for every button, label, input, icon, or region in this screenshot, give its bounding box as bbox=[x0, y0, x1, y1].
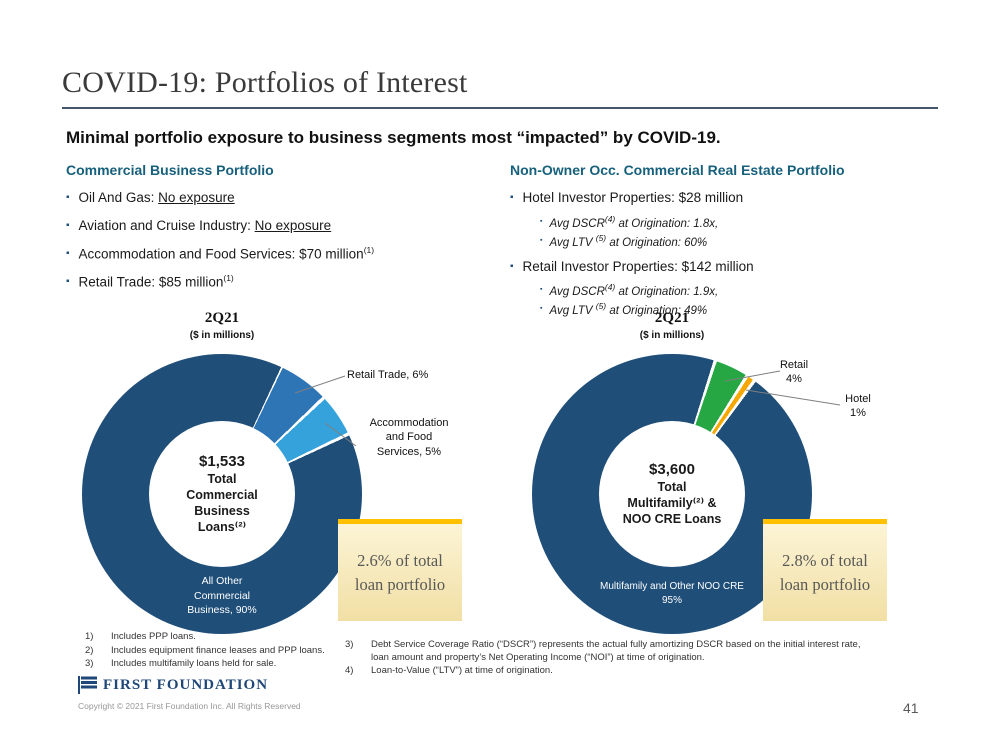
slice-label-accommodation: Accommodation and Food Services, 5% bbox=[369, 417, 449, 458]
bullet-icon: ▪ bbox=[510, 192, 514, 203]
page-number: 41 bbox=[903, 700, 919, 716]
sub-list-item-text: Avg DSCR(4) at Origination: 1.9x, bbox=[549, 282, 719, 299]
list-item-text: Accommodation and Food Services: $70 mil… bbox=[78, 244, 375, 262]
sub-list-item-text: Avg LTV (5) at Origination: 60% bbox=[549, 232, 708, 249]
sub-bullet-list: ▪ Avg DSCR(4) at Origination: 1.9x, ▪ Av… bbox=[540, 283, 970, 317]
list-item: ▪ Retail Trade: $85 million(1) bbox=[66, 274, 506, 291]
bullet-icon: ▪ bbox=[540, 217, 543, 225]
chart-subtitle: ($ in millions) bbox=[639, 330, 705, 341]
first-foundation-logo: FIRST FOUNDATION bbox=[78, 676, 268, 694]
list-item-text: Retail Investor Properties: $142 million bbox=[522, 258, 754, 274]
copyright-text: Copyright © 2021 First Foundation Inc. A… bbox=[78, 701, 301, 711]
logo-text: FIRST FOUNDATION bbox=[103, 676, 269, 693]
footnote: 1) Includes PPP loans. bbox=[85, 631, 196, 642]
footnote: 2) Includes equipment finance leases and… bbox=[85, 644, 325, 656]
list-item: ▪ Retail Investor Properties: $142 milli… bbox=[510, 259, 970, 276]
sub-list-item: ▪ Avg LTV (5) at Origination: 60% bbox=[540, 232, 970, 249]
sub-list-item: ▪ Avg DSCR(4) at Origination: 1.9x, bbox=[540, 283, 970, 298]
noo-cre-bullet-list: ▪ Hotel Investor Properties: $28 million… bbox=[510, 190, 970, 327]
loan-portfolio-callout: 2.8% of total loan portfolio bbox=[763, 519, 887, 621]
sub-list-item-text: Avg LTV (5) at Origination: 49% bbox=[549, 301, 708, 318]
list-item: ▪ Accommodation and Food Services: $70 m… bbox=[66, 246, 506, 263]
slice-inside-label: Multifamily and Other NOO CRE 95% bbox=[600, 581, 744, 606]
bullet-icon: ▪ bbox=[510, 260, 514, 272]
donut-center-label: $3,600 Total Multifamily⁽²⁾ & NOO CRE Lo… bbox=[599, 421, 745, 567]
noo-cre-heading: Non-Owner Occ. Commercial Real Estate Po… bbox=[510, 162, 845, 178]
slice-label-retail-trade: Retail Trade, 6% bbox=[347, 369, 429, 381]
chart-title: 2Q21 bbox=[654, 310, 690, 326]
key-message: Minimal portfolio exposure to business s… bbox=[66, 128, 721, 147]
list-item-text: Hotel Investor Properties: $28 million bbox=[522, 190, 744, 205]
list-item-text: Retail Trade: $85 million(1) bbox=[78, 273, 234, 290]
noo-cre-donut-chart: 2Q21 ($ in millions) $3,600 Total Multif… bbox=[510, 308, 940, 643]
list-item: ▪ Oil And Gas: No exposure bbox=[66, 190, 506, 207]
commercial-business-donut-chart: 2Q21 ($ in millions) $1,533 Total Commer… bbox=[60, 308, 490, 643]
slice-label-retail: Retail 4% bbox=[779, 359, 809, 386]
flag-icon bbox=[78, 676, 97, 694]
sub-bullet-list: ▪ Avg DSCR(4) at Origination: 1.8x, ▪ Av… bbox=[540, 215, 970, 249]
list-item: ▪ Aviation and Cruise Industry: No expos… bbox=[66, 218, 506, 235]
slice-inside-label: All Other Commercial Business, 90% bbox=[187, 575, 257, 617]
bullet-icon: ▪ bbox=[540, 236, 543, 244]
chart-title: 2Q21 bbox=[204, 310, 240, 326]
list-item-text: Oil And Gas: No exposure bbox=[78, 190, 235, 205]
list-item: ▪ Hotel Investor Properties: $28 million bbox=[510, 190, 970, 207]
footnote: 3) Debt Service Coverage Ratio (“DSCR”) … bbox=[345, 639, 861, 663]
bullet-icon: ▪ bbox=[66, 276, 70, 288]
bullet-icon: ▪ bbox=[66, 219, 70, 231]
title-underline bbox=[62, 107, 938, 109]
commercial-business-bullet-list: ▪ Oil And Gas: No exposure ▪ Aviation an… bbox=[66, 190, 506, 303]
bullet-icon: ▪ bbox=[66, 247, 70, 259]
footnotes-right: 3) Debt Service Coverage Ratio (“DSCR”) … bbox=[345, 639, 870, 679]
commercial-business-heading: Commercial Business Portfolio bbox=[66, 162, 274, 178]
chart-subtitle: ($ in millions) bbox=[189, 330, 255, 341]
footnote: 3) Includes multifamily loans held for s… bbox=[85, 658, 277, 670]
sub-list-item: ▪ Avg DSCR(4) at Origination: 1.8x, bbox=[540, 215, 970, 230]
list-item-text: Aviation and Cruise Industry: No exposur… bbox=[78, 217, 332, 233]
bullet-icon: ▪ bbox=[540, 305, 543, 313]
donut-center-value: $1,533 bbox=[199, 452, 245, 470]
slide-title: COVID-19: Portfolios of Interest bbox=[62, 66, 468, 99]
bullet-icon: ▪ bbox=[66, 192, 70, 203]
donut-center-label: $1,533 Total Commercial Business Loans⁽²… bbox=[149, 421, 295, 567]
sub-list-item: ▪ Avg LTV (5) at Origination: 49% bbox=[540, 302, 970, 317]
sub-list-item-text: Avg DSCR(4) at Origination: 1.8x, bbox=[549, 213, 719, 230]
bullet-icon: ▪ bbox=[540, 286, 543, 294]
loan-portfolio-callout: 2.6% of total loan portfolio bbox=[338, 519, 462, 621]
slice-label-hotel: Hotel 1% bbox=[845, 393, 871, 420]
footnote: 4) Loan-to-Value (“LTV”) at time of orig… bbox=[345, 665, 553, 677]
footnotes-left: 1) Includes PPP loans. 2) Includes equip… bbox=[85, 631, 335, 672]
donut-center-value: $3,600 bbox=[649, 460, 695, 478]
